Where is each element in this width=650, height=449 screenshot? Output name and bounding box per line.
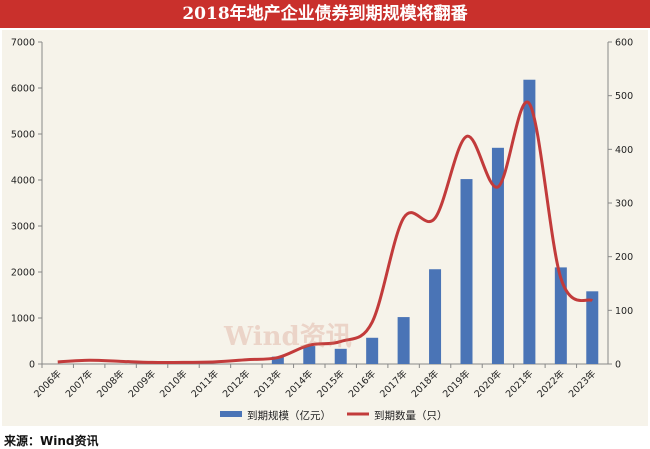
x-tick-label: 2011年 bbox=[189, 367, 222, 400]
right-tick-label: 400 bbox=[615, 145, 633, 156]
x-tick-label: 2014年 bbox=[283, 367, 316, 400]
right-tick-label: 600 bbox=[615, 38, 633, 49]
legend-label-line: 到期数量（只） bbox=[374, 409, 448, 422]
right-tick-label: 0 bbox=[615, 360, 621, 371]
x-tick-label: 2006年 bbox=[32, 367, 65, 400]
bar bbox=[554, 267, 567, 364]
right-tick-label: 200 bbox=[615, 252, 633, 263]
bar bbox=[271, 356, 284, 364]
left-tick-label: 3000 bbox=[11, 222, 35, 233]
source-note: 来源：Wind资讯 bbox=[4, 434, 99, 448]
x-tick-label: 2018年 bbox=[409, 367, 442, 400]
line-series bbox=[57, 100, 594, 364]
left-tick-label: 0 bbox=[29, 360, 35, 371]
bar bbox=[366, 337, 379, 364]
left-tick-label: 6000 bbox=[11, 84, 35, 95]
chart-title: 2018年地产企业债券到期规模将翻番 bbox=[0, 0, 650, 28]
x-tick-label: 2021年 bbox=[503, 367, 536, 400]
bar bbox=[460, 179, 473, 364]
left-tick-label: 7000 bbox=[11, 38, 35, 49]
bar bbox=[491, 147, 504, 364]
x-tick-label: 2008年 bbox=[94, 367, 127, 400]
plot-panel: 0 1000 2000 3000 4000 5000 6000 7000 0 100 200 300 4… bbox=[2, 30, 648, 426]
legend-label-bar: 到期规模（亿元） bbox=[247, 409, 331, 422]
bar bbox=[429, 269, 442, 364]
right-tick-label: 100 bbox=[615, 306, 633, 317]
bar bbox=[303, 346, 316, 364]
x-tick-label: 2019年 bbox=[440, 367, 473, 400]
right-tick-label: 300 bbox=[615, 199, 633, 210]
x-tick-label: 2020年 bbox=[472, 367, 505, 400]
left-tick-label: 2000 bbox=[11, 268, 35, 279]
x-tick-label: 2009年 bbox=[126, 367, 159, 400]
bar bbox=[334, 348, 347, 364]
x-tick-label: 2017年 bbox=[377, 367, 410, 400]
left-tick-label: 4000 bbox=[11, 176, 35, 187]
bar bbox=[586, 291, 599, 364]
left-tick-label: 5000 bbox=[11, 130, 35, 141]
bar bbox=[397, 317, 410, 364]
x-tick-label: 2016年 bbox=[346, 367, 379, 400]
x-tick-label: 2022年 bbox=[535, 367, 568, 400]
chart-svg: 0 1000 2000 3000 4000 5000 6000 7000 0 100 200 300 4… bbox=[11, 38, 633, 423]
watermark: Wind资讯 bbox=[224, 322, 352, 352]
x-tick-label: 2010年 bbox=[157, 367, 190, 400]
x-tick-label: 2015年 bbox=[315, 367, 348, 400]
right-tick-label: 500 bbox=[615, 91, 633, 102]
x-tick-label: 2007年 bbox=[63, 367, 96, 400]
legend-swatch-bar bbox=[220, 411, 242, 417]
x-tick-label: 2013年 bbox=[252, 367, 285, 400]
x-tick-label: 2023年 bbox=[566, 367, 599, 400]
left-tick-label: 1000 bbox=[11, 314, 35, 325]
bar bbox=[523, 79, 536, 364]
x-tick-label: 2012年 bbox=[220, 367, 253, 400]
